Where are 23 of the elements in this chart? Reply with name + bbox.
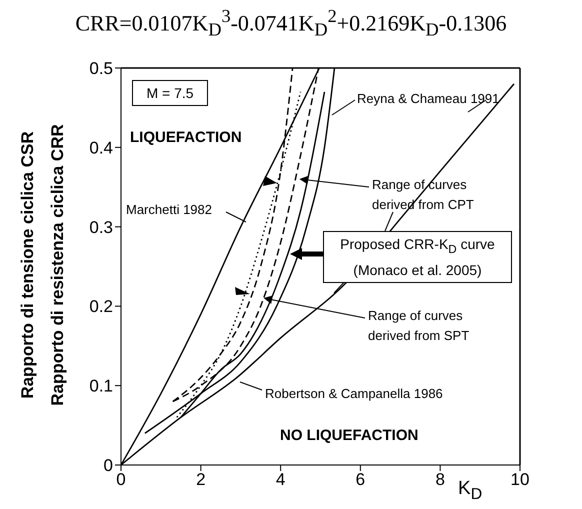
annotation: Range of curves derived from SPT xyxy=(368,307,470,345)
x-tick-label: 10 xyxy=(510,470,530,490)
annotation: Robertson & Campanella 1986 xyxy=(265,385,444,403)
x-tick-label: 6 xyxy=(356,470,366,490)
x-tick-label: 0 xyxy=(116,470,126,490)
y-tick-label: 0.4 xyxy=(89,138,113,158)
x-tick-label: 4 xyxy=(276,470,286,490)
y-axis-title: Rapporto di tensione ciclica CSR Rapporto di resistenza ciclica CRR xyxy=(18,122,68,408)
y-tick-label: 0.3 xyxy=(89,218,113,237)
y-tick-label: 0.2 xyxy=(89,297,113,316)
x-axis-title: K$_{D}$ xyxy=(458,478,482,504)
annotation: M = 7.5 xyxy=(132,80,208,106)
chart-title: CRR=0.0107K$_{D}$$^{3}$-0.0741K$_{D}$$^{2}$+0.2169K$_{D}$-0.1306 xyxy=(75,6,507,40)
annotation: Proposed CRR-K$_{D}$ curve (Monaco et al. 2005) xyxy=(323,231,512,283)
annotation: Marchetti 1982 xyxy=(126,201,213,219)
y-tick-label: 0.5 xyxy=(89,59,113,78)
x-tick-label: 2 xyxy=(196,470,206,490)
annotation: Reyna & Chameau 1991 xyxy=(357,90,500,108)
annotation: NO LIQUEFACTION xyxy=(280,426,420,446)
annotation: LIQUEFACTION xyxy=(130,128,243,148)
x-tick-label: 8 xyxy=(435,470,445,490)
y-tick-label: 0 xyxy=(104,456,113,476)
y-tick-label: 0.1 xyxy=(89,376,113,396)
